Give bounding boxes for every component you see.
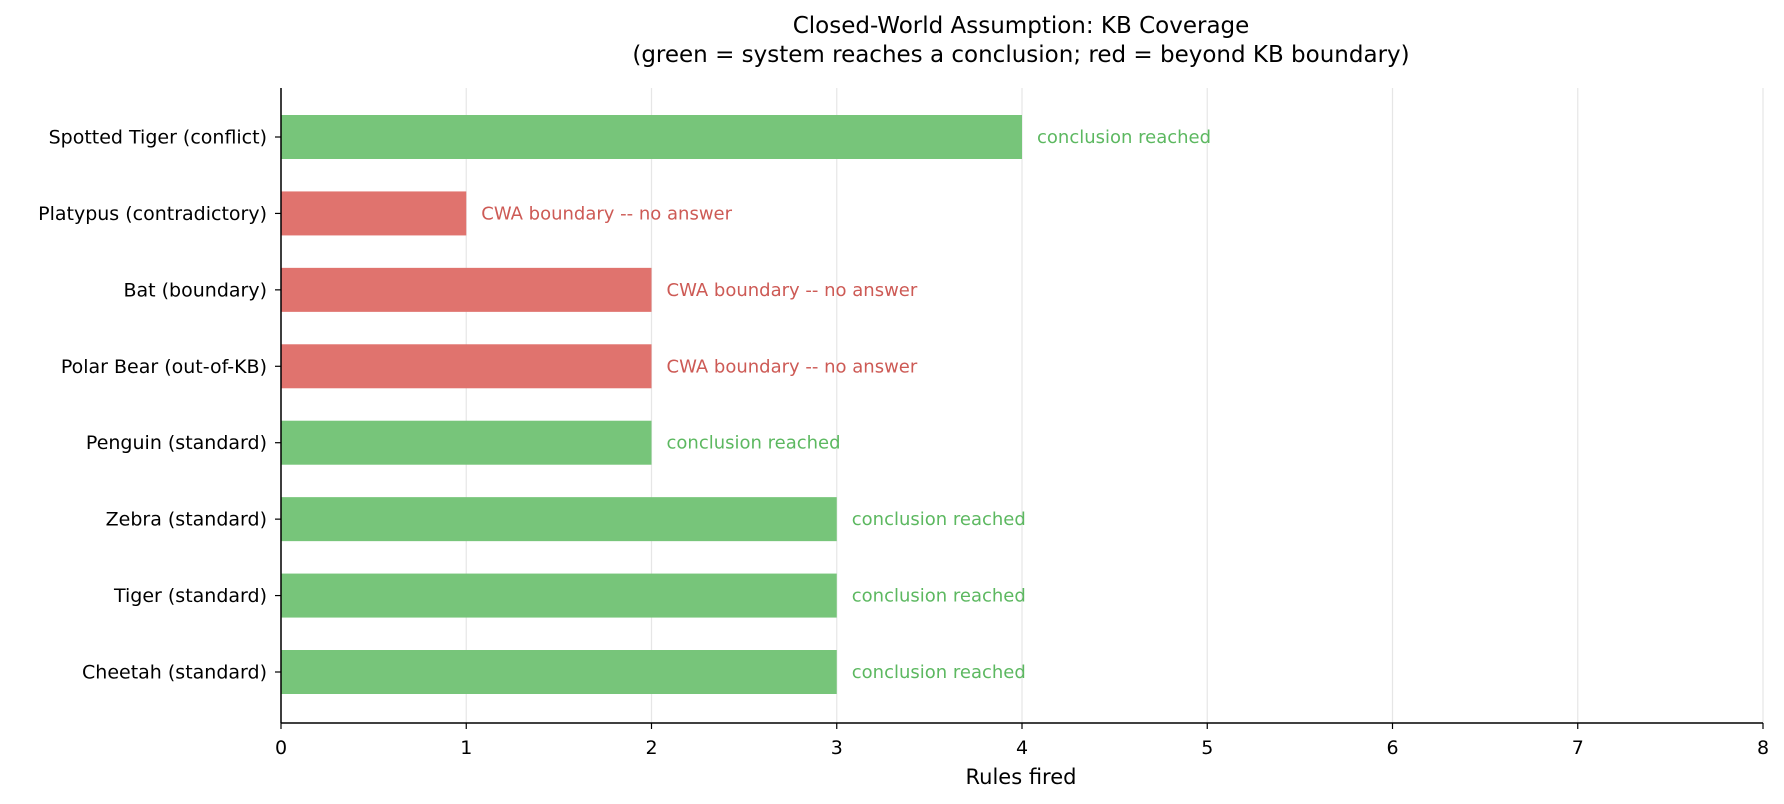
y-tick-label: Platypus (contradictory) bbox=[38, 203, 267, 225]
bar-annotations: conclusion reached CWA boundary -- no ans… bbox=[481, 127, 1211, 683]
bar-annotation: CWA boundary -- no answer bbox=[481, 203, 732, 224]
bar-spotted-tiger-conflict bbox=[281, 115, 1022, 159]
y-tick-label: Polar Bear (out-of-KB) bbox=[61, 356, 267, 378]
chart-title: Closed-World Assumption: KB Coverage bbox=[793, 13, 1250, 39]
y-tick-label: Tiger (standard) bbox=[113, 585, 267, 607]
bar-zebra-standard bbox=[281, 497, 837, 542]
x-tick-label: 5 bbox=[1201, 737, 1213, 759]
y-tick-label: Bat (boundary) bbox=[123, 279, 267, 301]
bar-annotation: conclusion reached bbox=[852, 662, 1026, 683]
bar-annotation: CWA boundary -- no answer bbox=[667, 280, 918, 301]
x-axis-label: Rules fired bbox=[966, 765, 1077, 789]
x-tick-label: 1 bbox=[460, 737, 472, 759]
x-tick-label: 8 bbox=[1757, 737, 1769, 759]
y-tick-label: Spotted Tiger (conflict) bbox=[49, 127, 267, 149]
bar-annotation: conclusion reached bbox=[1037, 127, 1211, 148]
chart-subtitle: (green = system reaches a conclusion; re… bbox=[632, 42, 1409, 68]
y-tick-label: Penguin (standard) bbox=[86, 432, 267, 454]
x-tick-label: 3 bbox=[831, 737, 843, 759]
bar-bat-boundary bbox=[281, 267, 652, 312]
bar-tiger-standard bbox=[281, 573, 837, 618]
x-tick-label: 2 bbox=[645, 737, 657, 759]
bars bbox=[281, 115, 1022, 694]
x-tick-label: 0 bbox=[275, 737, 287, 759]
x-tick-label: 6 bbox=[1386, 737, 1398, 759]
bar-annotation: CWA boundary -- no answer bbox=[667, 356, 918, 377]
bar-annotation: conclusion reached bbox=[852, 586, 1026, 607]
y-tick-label: Zebra (standard) bbox=[106, 509, 267, 531]
x-tick-label: 7 bbox=[1572, 737, 1584, 759]
bar-polar-bear-out-of-kb bbox=[281, 344, 652, 389]
x-tick-label: 4 bbox=[1016, 737, 1028, 759]
bar-platypus-contradictory bbox=[281, 191, 467, 236]
bar-penguin-standard bbox=[281, 420, 652, 465]
bar-annotation: conclusion reached bbox=[852, 509, 1026, 530]
bar-annotation: conclusion reached bbox=[667, 433, 841, 454]
axes: Spotted Tiger (conflict) Platypus (contra… bbox=[38, 88, 1769, 759]
grid-lines bbox=[280, 88, 1764, 723]
bar-cheetah-standard bbox=[281, 650, 837, 694]
y-tick-label: Cheetah (standard) bbox=[82, 662, 267, 684]
